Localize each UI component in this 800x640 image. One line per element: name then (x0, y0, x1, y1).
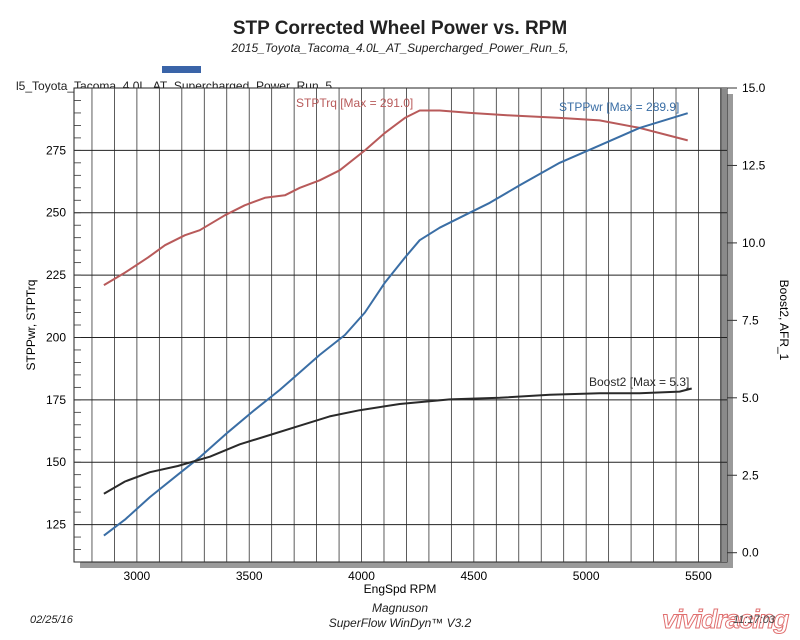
y-left-axis-label: STPPwr, STPTrq (24, 280, 38, 371)
y-left-tick-label: 125 (46, 518, 66, 532)
x-tick-label: 4000 (348, 569, 375, 583)
ticks: 3000 3500 4000 4500 5000 5500 125 150 175 200 225 2… (46, 81, 766, 583)
series-line-stptrq (103, 109, 688, 286)
run-legend-swatch (162, 66, 201, 73)
y-right-tick-label: 15.0 (742, 81, 766, 95)
grid (74, 88, 727, 562)
x-tick-label: 4500 (460, 569, 487, 583)
x-tick-label: 3000 (124, 569, 151, 583)
y-right-tick-label: 2.5 (742, 468, 759, 482)
y-right-tick-label: 12.5 (742, 158, 766, 172)
y-right-tick-label: 7.5 (742, 313, 759, 327)
footer-company: Magnuson (371, 601, 429, 615)
y-left-tick-label: 250 (46, 206, 66, 220)
footer-date: 02/25/16 (30, 614, 73, 626)
footer-time: 11:17:03 (733, 614, 776, 626)
y-left-tick-label: 175 (46, 393, 66, 407)
y-right-tick-label: 5.0 (742, 391, 759, 405)
series-labels: STPTrq [Max = 291.0] STPPwr [Max = 289.9]… (296, 96, 689, 389)
footer-brand: Magnuson SuperFlow WinDyn™ V3.2 (0, 601, 800, 631)
chart-subtitle: 2015_Toyota_Tacoma_4.0L_AT_Supercharged_… (231, 41, 569, 55)
series-label-boost2: Boost2 [Max = 5.3] (589, 375, 689, 389)
x-tick-label: 5000 (573, 569, 600, 583)
series-label-stppwr: STPPwr [Max = 289.9] (559, 100, 679, 114)
series-lines (103, 109, 692, 537)
right-strip (720, 88, 727, 562)
y-left-tick-label: 275 (46, 143, 66, 157)
y-left-tick-label: 225 (46, 268, 66, 282)
y-right-tick-label: 0.0 (742, 546, 759, 560)
plot-area (73, 87, 728, 563)
x-tick-label: 5500 (685, 569, 712, 583)
y-right-axis-label: Boost2, AFR_1 (777, 280, 791, 361)
footer-software: SuperFlow WinDyn™ V3.2 (328, 616, 472, 630)
y-left-tick-label: 200 (46, 330, 66, 344)
watermark-logo: vividracing (661, 604, 789, 635)
series-label-stptrq: STPTrq [Max = 291.0] (296, 96, 413, 110)
x-tick-label: 3500 (236, 569, 263, 583)
x-axis-label: EngSpd RPM (364, 582, 437, 596)
y-left-tick-label: 150 (46, 455, 66, 469)
chart-title: STP Corrected Wheel Power vs. RPM (232, 18, 568, 39)
y-right-tick-label: 10.0 (742, 236, 766, 250)
series-line-boost2 (103, 387, 692, 495)
